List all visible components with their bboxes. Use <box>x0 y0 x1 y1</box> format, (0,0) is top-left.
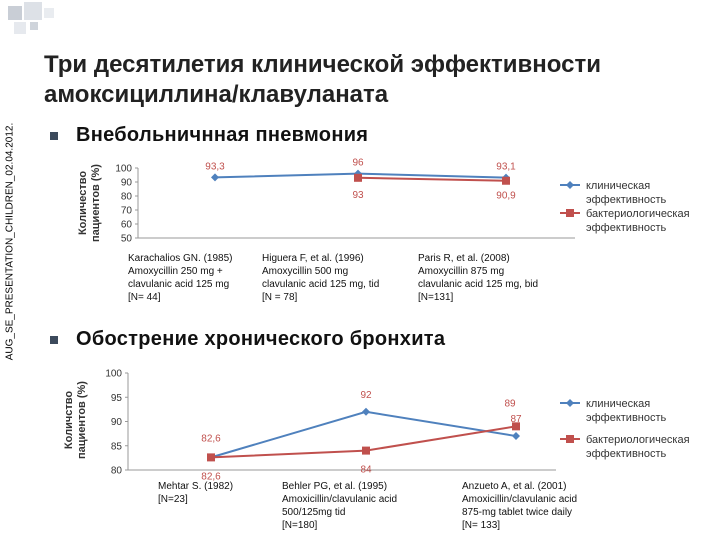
legend-marker <box>566 435 574 443</box>
study-label: Mehtar S. (1982) [N=23] <box>158 481 234 505</box>
series-line <box>210 425 517 459</box>
data-point <box>512 422 520 431</box>
data-label: 82,6 <box>201 433 221 444</box>
legend-label: бактериологическая эффективность <box>586 434 690 460</box>
y-tick-label: 90 <box>121 178 133 189</box>
data-label: 96 <box>352 158 364 169</box>
bullet-square <box>50 132 58 140</box>
study-label: Higuera F, et al. (1996) Amoxycillin 500… <box>262 253 380 303</box>
data-point <box>512 432 520 441</box>
legend-label: бактериологическая эффективность <box>586 208 690 234</box>
series-line <box>357 176 507 182</box>
y-tick-label: 60 <box>121 220 133 231</box>
legend-marker <box>566 209 574 217</box>
study-label: Karachalios GN. (1985) Amoxycillin 250 m… <box>128 253 233 303</box>
y-tick-label: 95 <box>111 393 123 404</box>
data-label: 92 <box>360 390 372 401</box>
y-tick-label: 70 <box>121 206 133 217</box>
deco-square <box>44 8 54 18</box>
legend-label: клиническая эффективность <box>586 180 667 206</box>
y-tick-label: 90 <box>111 417 123 428</box>
section1-heading: Внебольничнная пневмония <box>76 124 369 146</box>
series-line <box>210 410 517 459</box>
y-tick-label: 50 <box>121 234 133 245</box>
data-label: 89 <box>504 398 516 409</box>
y-tick-label: 80 <box>121 192 133 203</box>
data-point <box>502 176 510 185</box>
data-point <box>207 453 215 462</box>
y-axis-title: Количствопациентов (%) <box>63 381 88 459</box>
data-label: 93 <box>352 190 364 201</box>
deco-square <box>14 22 26 34</box>
data-point <box>362 407 370 416</box>
deco-square <box>30 22 38 30</box>
bullet-square <box>50 336 58 344</box>
y-axis-title: Количествопациентов (%) <box>77 164 102 242</box>
section2-heading: Обострение хронического бронхита <box>76 328 446 350</box>
data-label: 93,3 <box>205 161 225 172</box>
data-point <box>362 446 370 455</box>
y-tick-label: 100 <box>115 164 132 175</box>
data-label: 93,1 <box>496 162 516 173</box>
data-point <box>502 173 510 182</box>
legend-label: клиническая эффективность <box>586 398 667 424</box>
study-label: Paris R, et al. (2008) Amoxycillin 875 m… <box>418 253 539 303</box>
data-label: 90,9 <box>496 191 516 202</box>
data-point <box>211 173 219 182</box>
legend-marker <box>566 399 574 407</box>
data-point <box>207 453 215 462</box>
y-tick-label: 85 <box>111 441 123 452</box>
study-label: Behler PG, et al. (1995) Amoxicillin/cla… <box>282 481 398 531</box>
legend-marker <box>566 181 574 189</box>
data-label: 87 <box>510 414 522 425</box>
deco-square <box>24 2 42 20</box>
deco-square <box>8 6 22 20</box>
data-point <box>354 173 362 182</box>
data-label: 84 <box>360 465 372 476</box>
side-note: AUG_SE_PRESENTATION_CHILDREN_02.04.2012. <box>4 122 16 361</box>
data-point <box>354 169 362 178</box>
series-line <box>214 172 507 179</box>
page-title: Три десятилетия клинической эффективност… <box>44 51 601 108</box>
y-tick-label: 100 <box>105 369 122 380</box>
study-label: Anzueto A, et al. (2001) Amoxicillin/cla… <box>462 481 578 531</box>
y-tick-label: 80 <box>111 466 123 477</box>
